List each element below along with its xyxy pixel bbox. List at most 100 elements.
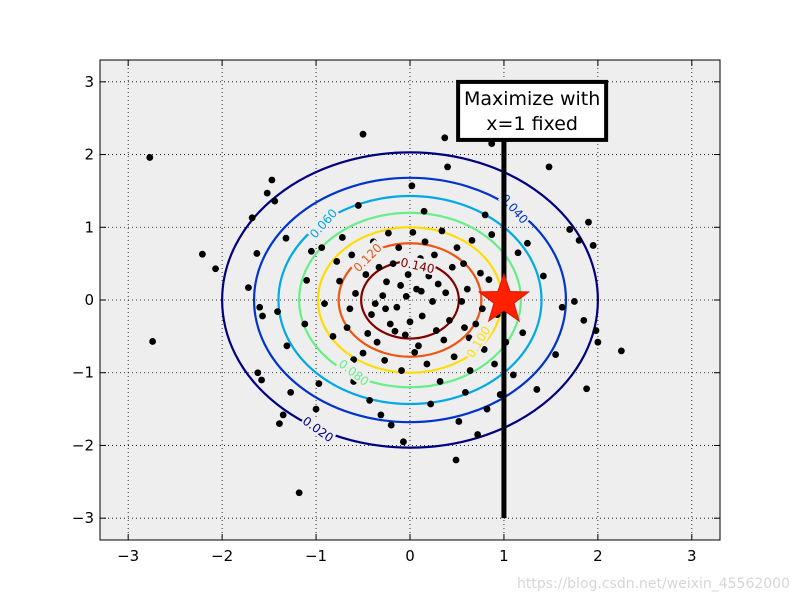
scatter-point: [248, 214, 256, 222]
scatter-point: [420, 207, 428, 215]
scatter-point: [254, 369, 262, 377]
scatter-point: [381, 356, 389, 364]
scatter-point: [442, 289, 450, 297]
scatter-point: [491, 360, 498, 368]
scatter-point: [268, 176, 276, 184]
scatter-point: [393, 303, 401, 311]
scatter-point: [552, 351, 560, 358]
scatter-point: [478, 305, 486, 313]
scatter-point: [455, 418, 463, 425]
scatter-point: [438, 227, 446, 235]
y-tick-label: −3: [72, 509, 94, 527]
scatter-point: [318, 244, 326, 252]
scatter-point: [401, 331, 409, 339]
scatter-point: [427, 400, 435, 408]
scatter-point: [415, 342, 422, 350]
scatter-point: [383, 278, 390, 286]
scatter-point: [575, 236, 583, 244]
scatter-point: [375, 263, 383, 271]
scatter-point: [333, 258, 341, 265]
x-tick-label: 1: [499, 547, 509, 565]
scatter-point: [421, 238, 429, 246]
scatter-point: [346, 305, 354, 313]
scatter-point: [398, 367, 405, 374]
scatter-point: [509, 371, 517, 379]
contour-label-bg: [349, 239, 385, 275]
scatter-point: [423, 360, 431, 368]
scatter-point: [462, 388, 469, 396]
scatter-point: [256, 303, 264, 311]
scatter-point: [386, 320, 394, 328]
scatter-point: [436, 378, 444, 385]
scatter-point: [481, 211, 489, 219]
contour-0.040: [252, 176, 568, 424]
scatter-point: [352, 290, 359, 297]
scatter-point: [343, 324, 351, 332]
scatter-point: [558, 303, 566, 311]
scatter-point: [417, 287, 425, 295]
annotation-line: Maximize with: [464, 88, 600, 110]
annotation-layer: Maximize with x=1 fixed: [456, 79, 609, 142]
scatter-point: [276, 420, 283, 428]
scatter-point: [245, 284, 252, 292]
scatter-point: [566, 226, 574, 233]
scatter-point: [307, 247, 315, 255]
scatter-point: [592, 327, 600, 334]
y-tick-label: 3: [84, 73, 94, 91]
scatter-point: [594, 338, 602, 346]
contour-0.080: [298, 211, 522, 389]
scatter-point: [466, 367, 474, 374]
scatter-point: [283, 342, 291, 350]
scatter-point: [271, 197, 279, 205]
contour-0.120: [337, 242, 483, 358]
x-tick-label: −1: [305, 547, 327, 565]
scatter-point: [448, 263, 456, 271]
contour-label-bg: [305, 204, 340, 242]
scatter-point: [258, 376, 265, 384]
scatter-point: [371, 300, 379, 308]
scatter-point: [391, 327, 399, 335]
scatter-point: [453, 244, 461, 252]
scatter-point: [364, 330, 372, 337]
scatter-point: [149, 338, 157, 345]
scatter-point: [431, 251, 438, 259]
scatter-point: [384, 229, 392, 237]
scatter-point: [336, 277, 343, 285]
scatter-point: [463, 285, 471, 293]
scatter-point: [589, 242, 597, 249]
scatter-point: [329, 332, 337, 340]
scatter-point: [580, 316, 588, 324]
y-tick-label: −1: [72, 364, 94, 382]
watermark-text: https://blog.csdn.net/weixin_45562000: [516, 576, 790, 592]
scatter-point: [198, 250, 206, 258]
scatter-point: [480, 346, 488, 353]
scatter-point: [446, 316, 453, 324]
scatter-point: [458, 298, 466, 305]
scatter-point: [301, 320, 309, 328]
scatter-point: [585, 218, 592, 226]
scatter-point: [533, 386, 541, 393]
x-tick-label: −3: [117, 547, 139, 565]
x-tick-label: 0: [405, 547, 415, 565]
scatter-point: [338, 234, 346, 241]
scatter-point: [368, 311, 375, 318]
contour-0.020: [221, 151, 599, 449]
scatter-point: [460, 260, 467, 268]
scatter-point: [488, 231, 496, 238]
scatter-point: [452, 456, 460, 464]
star-marker-layer: [477, 272, 531, 323]
scatter-point: [312, 405, 320, 413]
y-tick-label: 0: [84, 291, 94, 309]
scatter-point: [472, 320, 480, 328]
scatter-layer: [146, 125, 625, 497]
scatter-point: [468, 236, 476, 244]
scatter-point: [617, 347, 625, 355]
scatter-point: [395, 244, 403, 252]
scatter-point: [287, 388, 295, 396]
scatter-point: [379, 292, 387, 300]
scatter-point: [411, 348, 419, 356]
x-tick-label: −2: [211, 547, 233, 565]
scatter-point: [434, 280, 442, 288]
scatter-point: [450, 353, 458, 361]
scatter-point: [212, 265, 219, 273]
